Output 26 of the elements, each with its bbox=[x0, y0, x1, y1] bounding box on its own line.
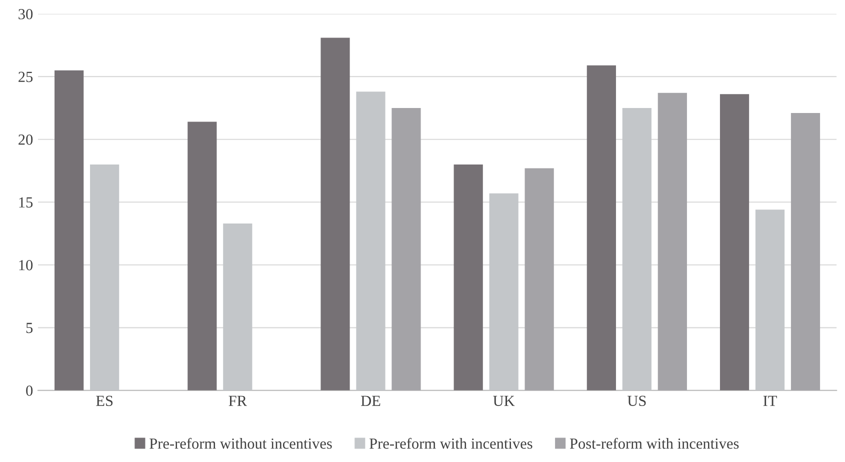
x-tick-label: US bbox=[627, 396, 646, 406]
y-tick-label: 0 bbox=[26, 386, 33, 396]
legend-label: Pre-reform without incentives bbox=[150, 438, 332, 449]
bar bbox=[54, 70, 84, 390]
y-tick-label: 10 bbox=[19, 260, 33, 270]
y-tick-label: 5 bbox=[26, 322, 33, 334]
bar bbox=[790, 113, 820, 390]
bar bbox=[188, 122, 217, 390]
x-tick-label: IT bbox=[763, 396, 777, 406]
bar bbox=[524, 168, 554, 390]
bar bbox=[586, 65, 616, 390]
x-tick-label: FR bbox=[228, 396, 247, 406]
x-tick-label: ES bbox=[96, 396, 113, 406]
x-tick-label: DE bbox=[361, 396, 380, 406]
bar bbox=[720, 94, 750, 390]
bar bbox=[454, 164, 483, 390]
x-tick-label: UK bbox=[493, 396, 515, 406]
legend-label: Pre-reform with incentives bbox=[370, 438, 532, 449]
y-tick-label: 25 bbox=[18, 72, 33, 82]
bar bbox=[320, 38, 350, 390]
bar bbox=[392, 108, 421, 390]
y-tick-label: 30 bbox=[18, 9, 33, 20]
y-tick-label: 15 bbox=[19, 197, 33, 208]
bar bbox=[658, 92, 687, 390]
legend-label: Post-reform with incentives bbox=[570, 438, 739, 449]
y-tick-label: 20 bbox=[18, 134, 33, 145]
